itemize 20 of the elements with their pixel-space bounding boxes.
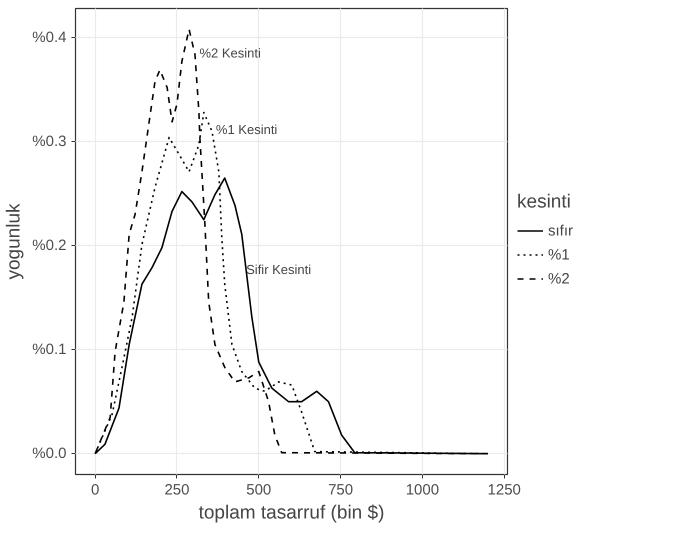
y-tick-label: %0.2 bbox=[32, 237, 67, 254]
annotation: %1 Kesinti bbox=[216, 122, 278, 138]
x-tick-label: 250 bbox=[164, 482, 190, 498]
annotation: Sifir Kesinti bbox=[246, 262, 312, 277]
annotation: %2 Kesinti bbox=[199, 45, 262, 60]
y-axis-title: yogunluk bbox=[3, 202, 24, 280]
y-tick-label: %0.3 bbox=[32, 133, 67, 150]
x-axis-title: toplam tasarruf (bin $) bbox=[198, 502, 384, 524]
legend-label: %2 bbox=[548, 270, 570, 287]
legend-label: %1 bbox=[548, 246, 570, 263]
y-tick-label: %0.0 bbox=[32, 445, 67, 462]
legend-label: sıfır bbox=[548, 222, 573, 239]
legend-title: kesinti bbox=[517, 192, 572, 214]
x-tick-label: 0 bbox=[90, 482, 100, 498]
x-tick-label: 500 bbox=[246, 482, 272, 498]
y-tick-label: %0.4 bbox=[32, 29, 67, 46]
y-tick-label: %0.1 bbox=[32, 341, 67, 358]
x-tick-label: 750 bbox=[328, 482, 354, 498]
x-tick-label: 1250 bbox=[488, 482, 521, 498]
x-tick-label: 1000 bbox=[406, 482, 440, 498]
